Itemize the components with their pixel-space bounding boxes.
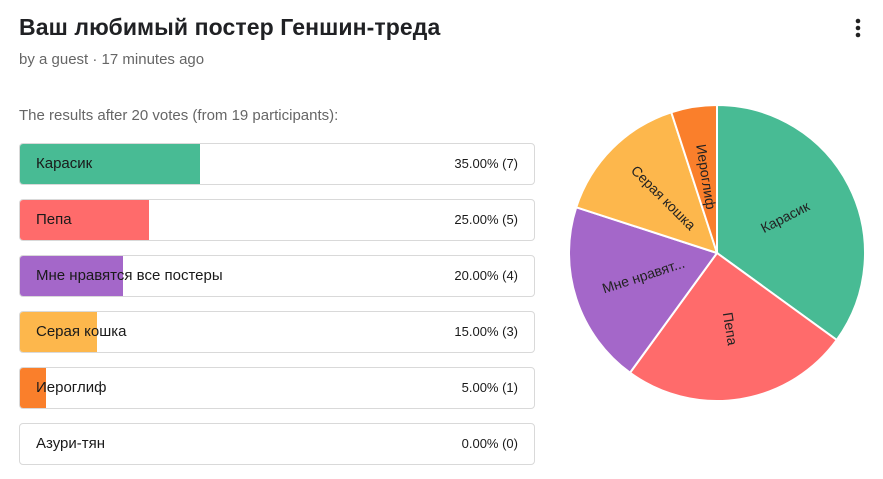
pie-slice <box>716 103 866 342</box>
poll-options-list: Карасик 35.00% (7) Пепа 25.00% (5) Мне нравя… <box>19 143 535 479</box>
poll-option-bar <box>20 312 98 352</box>
poll-option-value: 35.00% (7) <box>454 156 518 171</box>
byline: by a guest · 17 minutes ago <box>19 51 205 68</box>
poll-option-row: Азури-тян 0.00% (0) <box>19 423 535 465</box>
poll-option-row: Карасик 35.00% (7) <box>19 143 535 185</box>
kebab-menu-icon <box>855 18 861 38</box>
pie-slice <box>670 103 718 254</box>
pie-slice <box>568 206 719 375</box>
poll-option-bar <box>20 368 46 408</box>
poll-option-label: Пепа <box>36 211 72 228</box>
poll-option-value: 25.00% (5) <box>454 212 518 227</box>
poll-option-label: Мне нравятся все постеры <box>36 267 223 284</box>
poll-option-row: Мне нравятся все постеры 20.00% (4) <box>19 255 535 297</box>
poll-option-row: Серая кошка 15.00% (3) <box>19 311 535 353</box>
poll-option-value: 20.00% (4) <box>454 268 518 283</box>
poll-option-row: Иероглиф 5.00% (1) <box>19 367 535 409</box>
poll-option-label: Азури-тян <box>36 435 106 452</box>
pie-slice <box>628 251 839 402</box>
poll-option-bar <box>20 256 123 296</box>
poll-option-bar <box>20 144 200 184</box>
poll-option-value: 0.00% (0) <box>461 436 518 451</box>
poll-option-bar <box>20 200 149 240</box>
poll-option-label: Серая кошка <box>36 323 127 340</box>
kebab-menu-button[interactable] <box>846 16 870 40</box>
poll-option-value: 15.00% (3) <box>454 324 518 339</box>
page-title: Ваш любимый постер Геншин-треда <box>19 14 441 40</box>
poll-option-label: Иероглиф <box>36 379 107 396</box>
pie-slice-label: Пепа <box>720 311 741 347</box>
poll-option-row: Пепа 25.00% (5) <box>19 199 535 241</box>
results-summary: The results after 20 votes (from 19 part… <box>19 107 339 124</box>
poll-option-label: Карасик <box>36 155 93 172</box>
pie-chart: Карасик Пепа Мне нравят... Серая кошка Иерог… <box>560 96 874 410</box>
poll-option-value: 5.00% (1) <box>461 380 518 395</box>
